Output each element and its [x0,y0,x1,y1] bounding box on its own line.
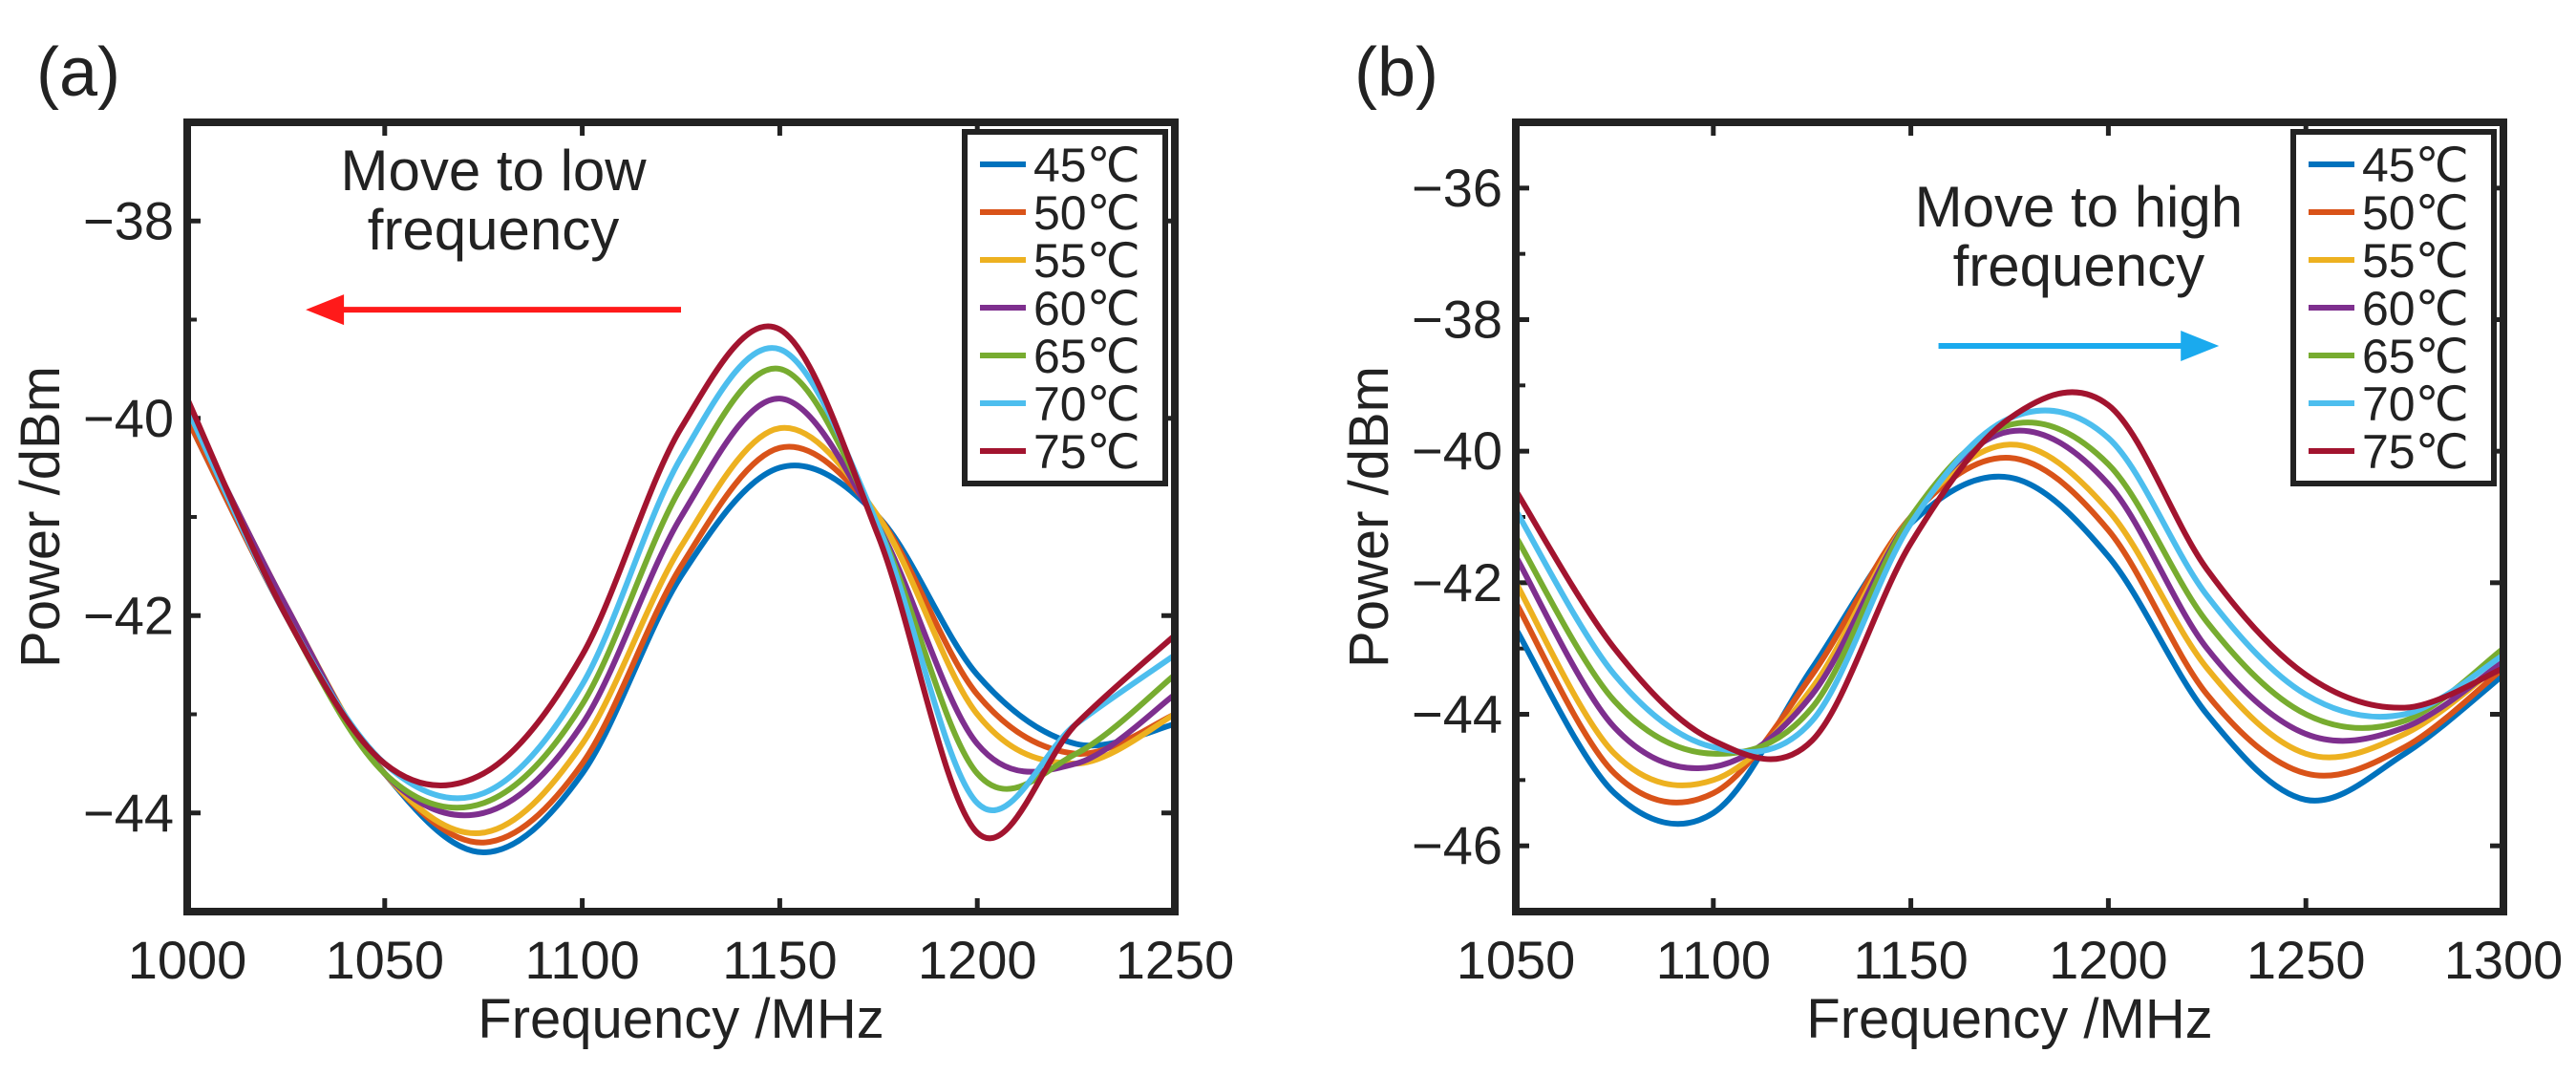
legend-entry: 45℃ [1033,139,1140,192]
series-line-55c [1516,441,2503,788]
legend-entry: 70℃ [2362,377,2469,431]
annotation-arrow-head [306,294,345,326]
series-line-50c [1516,455,2503,806]
annotation-text: frequency [368,198,620,262]
y-tick-label: −38 [1412,290,1502,350]
legend-entry: 60℃ [1033,282,1140,335]
legend-entry: 65℃ [1033,330,1140,383]
legend-entry: 75℃ [1033,425,1140,479]
x-tick-label: 1150 [722,930,837,990]
x-axis-label: Frequency /MHz [1806,988,2212,1050]
x-tick-label: 1050 [1457,930,1576,990]
x-tick-label: 1150 [1853,930,1968,990]
x-tick-label: 1200 [2049,930,2168,990]
series-line-70c [1516,407,2503,755]
legend-entry: 60℃ [2362,282,2469,335]
legend: 45℃50℃55℃60℃65℃70℃75℃ [2290,129,2497,486]
legend-entry: 50℃ [1033,186,1140,240]
x-tick-label: 1000 [128,930,247,990]
panel-label: (a) [36,34,120,111]
y-axis-label: Power /dBm [1338,366,1400,668]
panel-label: (b) [1354,34,1438,111]
plot-frame [1512,118,2507,915]
y-tick-label: −44 [83,783,174,843]
legend-entry: 50℃ [2362,186,2469,240]
annotation-text: frequency [1953,234,2205,298]
x-tick-label: 1250 [2246,930,2366,990]
series-line-75c [187,323,1175,842]
legend-entry: 65℃ [2362,330,2469,383]
x-axis-label: Frequency /MHz [478,988,884,1050]
series-line-75c [1516,389,2503,763]
x-tick-label: 1050 [326,930,445,990]
series-line-45c [1516,473,2503,828]
annotation-arrow-head [2181,331,2220,362]
legend-entry: 45℃ [2362,139,2469,192]
y-tick-label: −36 [1412,158,1502,218]
series-group [1516,389,2503,828]
legend-entry: 55℃ [2362,234,2469,288]
annotation-text: Move to low [340,139,647,203]
y-tick-label: −38 [83,190,174,250]
series-line-60c [1516,427,2503,772]
y-axis-label: Power /dBm [10,366,72,668]
series-group [187,323,1175,855]
panel-b: (b) 1050 1100 1150 1200 1250 1300 −46 −44 −42 −40 −… [1338,34,2563,1050]
y-tick-label: −42 [1412,552,1502,613]
legend-entry: 75℃ [2362,425,2469,479]
y-tick-label: −40 [83,388,174,448]
legend-entry: 55℃ [1033,234,1140,288]
x-tick-label: 1100 [1656,930,1771,990]
x-tick-label: 1100 [524,930,639,990]
x-tick-label: 1300 [2444,930,2564,990]
legend: 45℃50℃55℃60℃65℃70℃75℃ [962,129,1168,486]
y-tick-label: −44 [1412,684,1502,744]
y-tick-label: −40 [1412,420,1502,481]
x-tick-label: 1200 [918,930,1037,990]
y-tick-label: −42 [83,585,174,645]
plot-frame [183,118,1179,915]
y-tick-label: −46 [1412,815,1502,875]
legend-entry: 70℃ [1033,377,1140,431]
x-tick-label: 1250 [1116,930,1235,990]
panel-a: (a) 1000 1050 1100 1150 1200 1250 −44 −42 −40 −38 F… [10,34,1234,1050]
annotation-text: Move to high [1915,175,2244,239]
